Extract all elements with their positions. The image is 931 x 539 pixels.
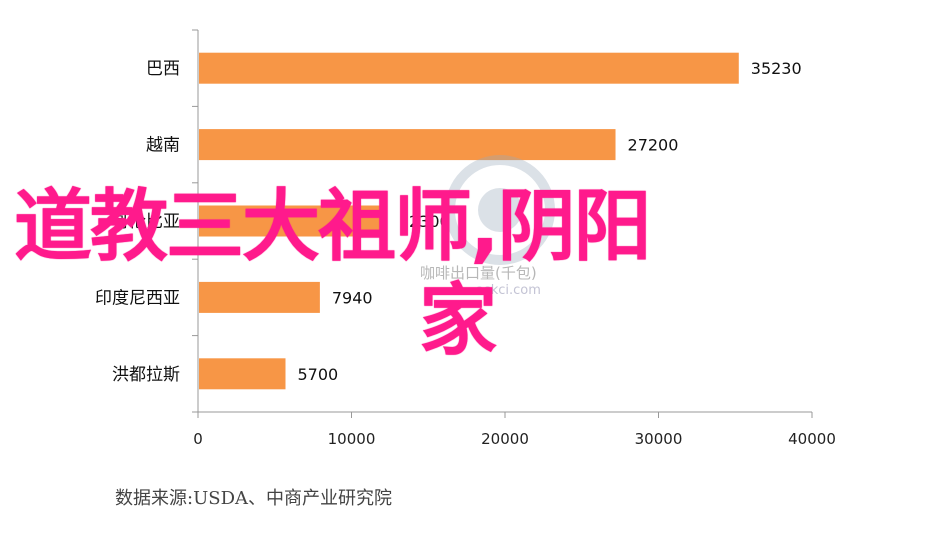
bar (199, 205, 387, 237)
bars-layer (199, 52, 739, 390)
overlay-title-line1: 道教三大祖师,阴阳 (14, 182, 652, 272)
data-label: 5700 (297, 365, 338, 384)
watermark-logo-icon (445, 155, 555, 265)
data-label: 7940 (332, 288, 373, 307)
x-tick-label: 10000 (328, 430, 376, 448)
bar (199, 358, 286, 390)
watermark-site: askci.com (476, 283, 541, 298)
bar (199, 52, 739, 84)
category-label: 哥伦比亚 (112, 212, 180, 232)
watermark-text: 咖啡出口量(千包) (420, 264, 537, 282)
bar (199, 129, 616, 161)
source-note: 数据来源:USDA、中商产业研究院 (115, 488, 392, 509)
x-tick-label: 30000 (635, 430, 683, 448)
category-label: 巴西 (146, 59, 180, 79)
x-tick-label: 0 (193, 430, 203, 448)
data-label: 12300 (399, 212, 450, 231)
overlay-title: 道教三大祖师,阴阳 家 (14, 180, 914, 368)
category-label: 越南 (146, 136, 180, 156)
data-label: 27200 (628, 136, 679, 155)
bar (199, 281, 320, 313)
data-label: 35230 (751, 59, 802, 78)
axis-layer: 巴西 35230 越南 27200 哥伦比亚 12300 印度尼西亚 7940 洪都拉斯 5700… (95, 29, 836, 448)
overlay-title-line2: 家 (419, 276, 497, 366)
category-label: 印度尼西亚 (95, 288, 180, 308)
category-label: 洪都拉斯 (112, 365, 180, 385)
x-tick-label: 40000 (788, 430, 836, 448)
x-tick-label: 20000 (481, 430, 529, 448)
